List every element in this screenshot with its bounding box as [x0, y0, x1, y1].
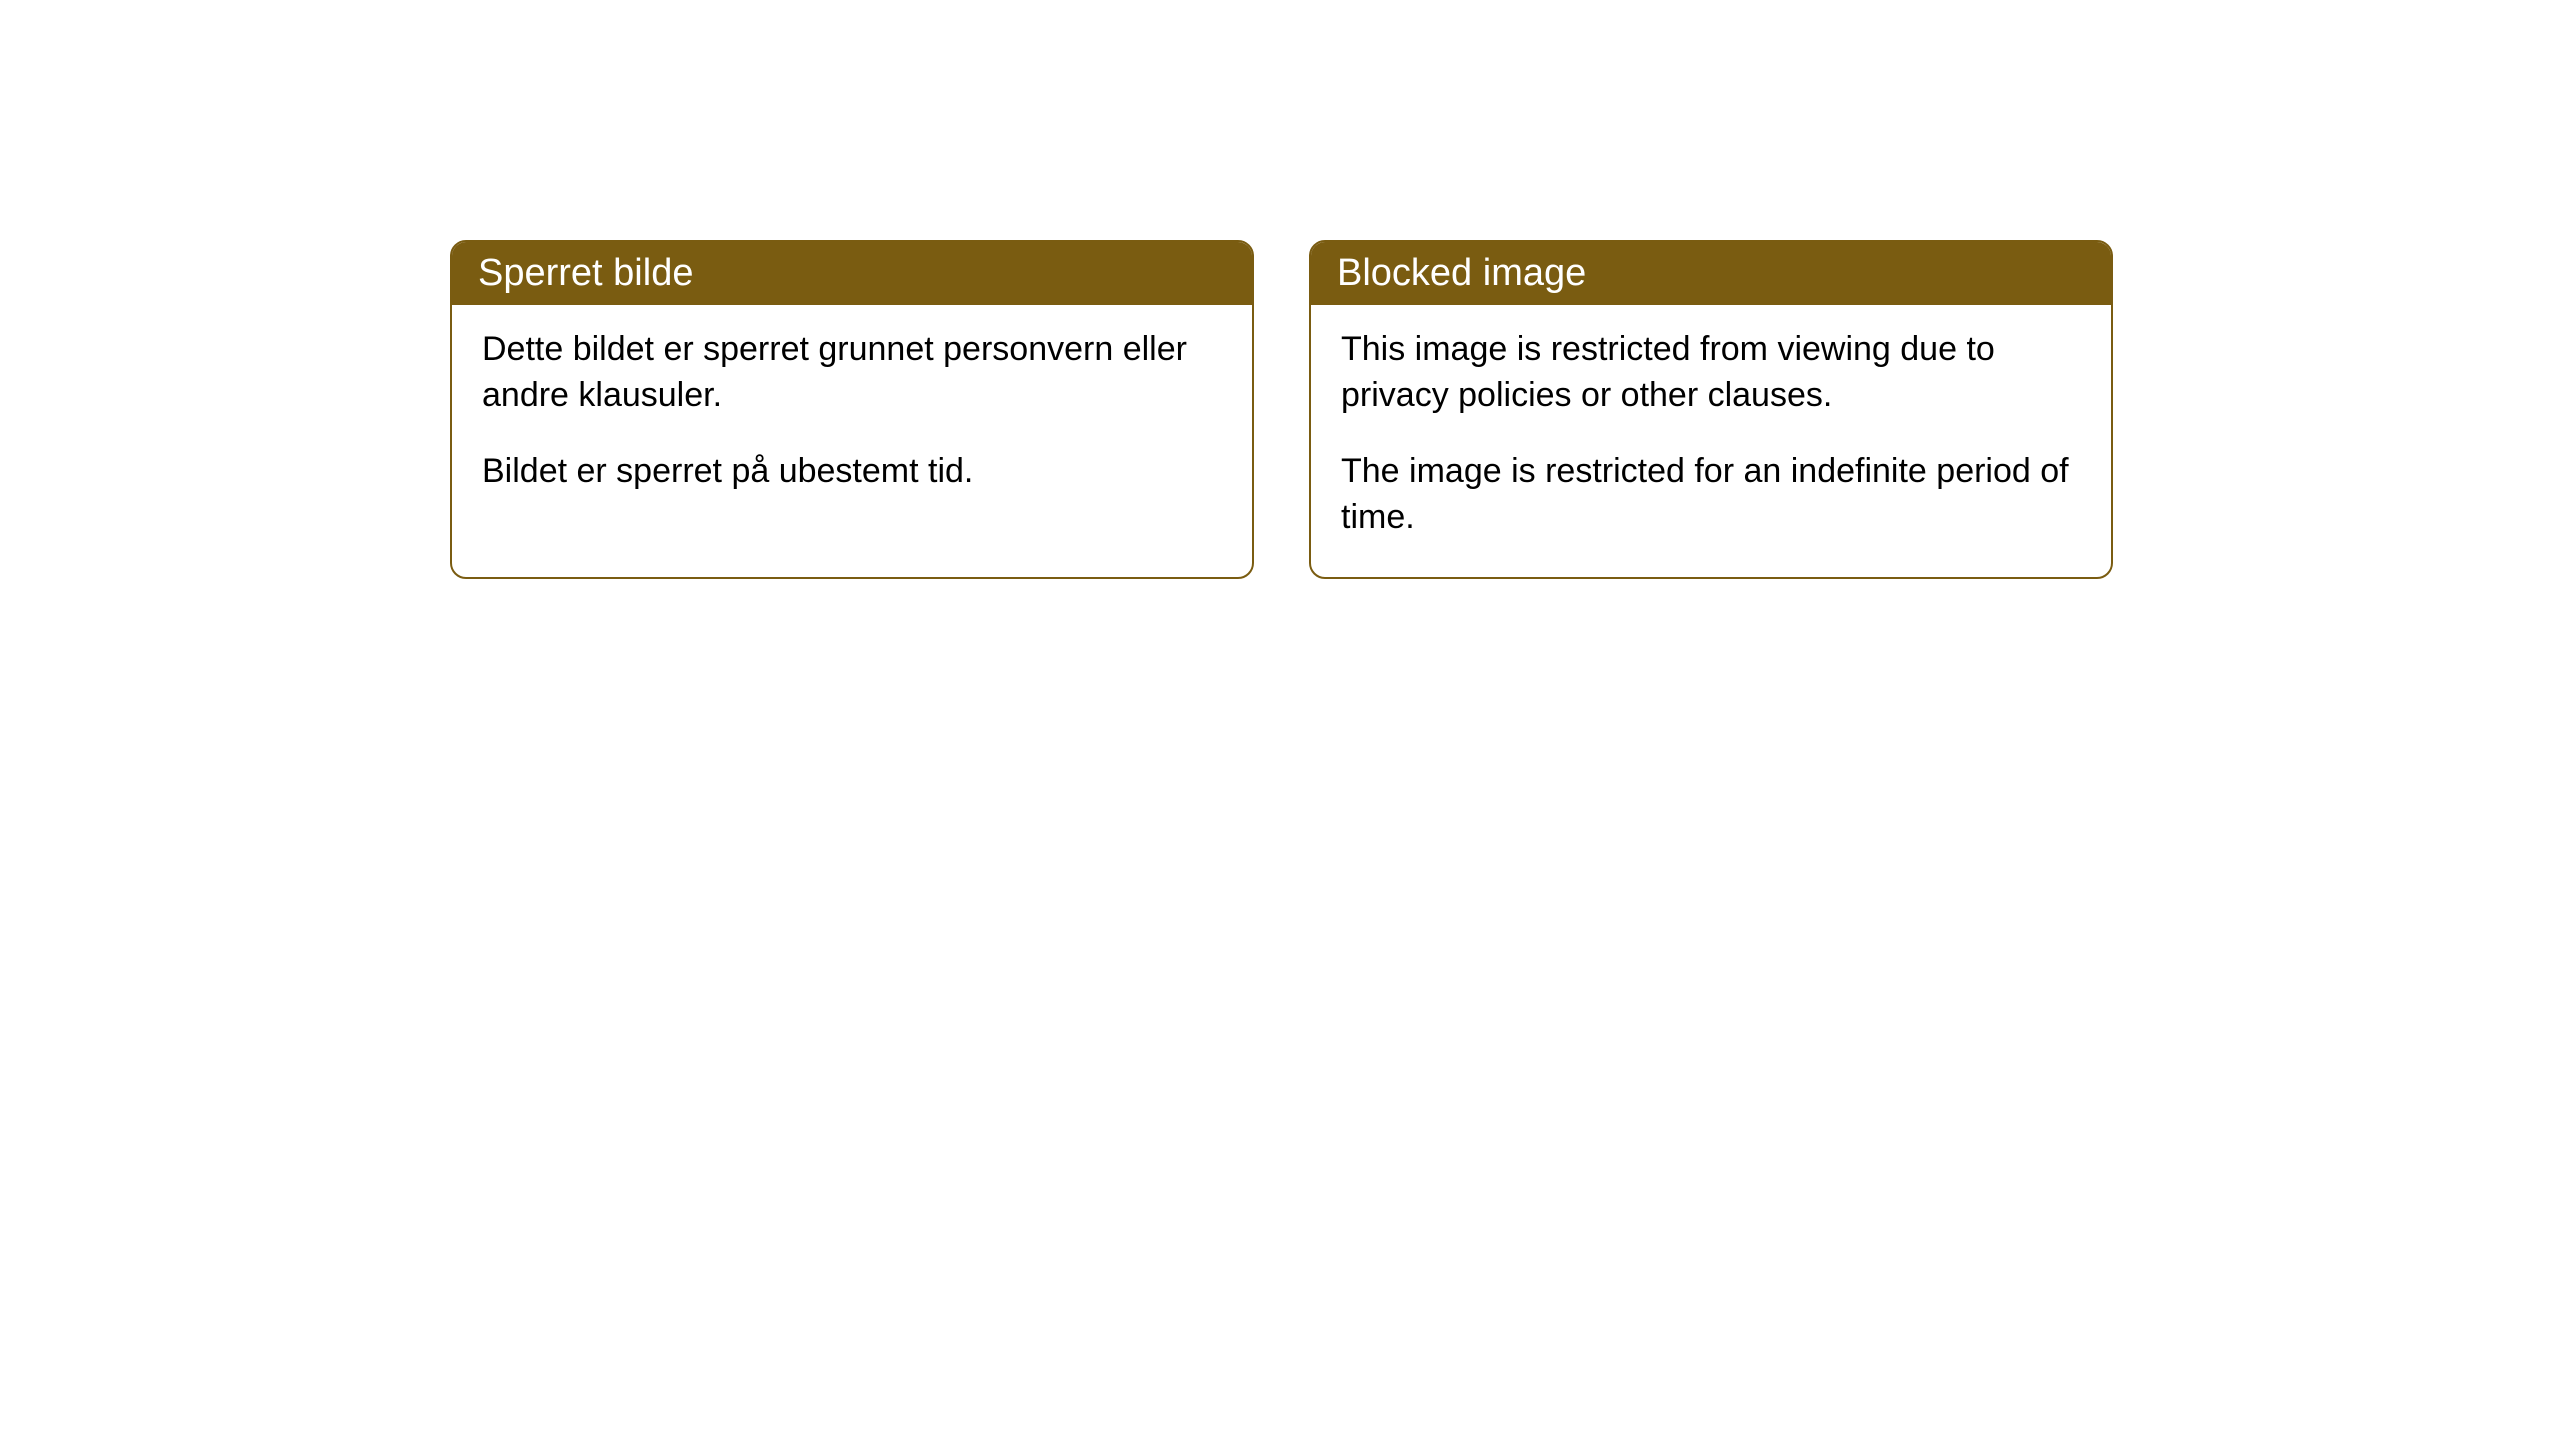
card-paragraph: Bildet er sperret på ubestemt tid. — [482, 449, 1222, 495]
card-paragraph: Dette bildet er sperret grunnet personve… — [482, 327, 1222, 419]
notice-cards-container: Sperret bilde Dette bildet er sperret gr… — [450, 240, 2113, 579]
card-paragraph: This image is restricted from viewing du… — [1341, 327, 2081, 419]
card-body-norwegian: Dette bildet er sperret grunnet personve… — [452, 305, 1252, 531]
card-title: Blocked image — [1337, 252, 1586, 294]
notice-card-english: Blocked image This image is restricted f… — [1309, 240, 2113, 579]
notice-card-norwegian: Sperret bilde Dette bildet er sperret gr… — [450, 240, 1254, 579]
card-header-english: Blocked image — [1311, 242, 2111, 305]
card-header-norwegian: Sperret bilde — [452, 242, 1252, 305]
card-title: Sperret bilde — [478, 252, 693, 294]
card-body-english: This image is restricted from viewing du… — [1311, 305, 2111, 577]
card-paragraph: The image is restricted for an indefinit… — [1341, 449, 2081, 541]
